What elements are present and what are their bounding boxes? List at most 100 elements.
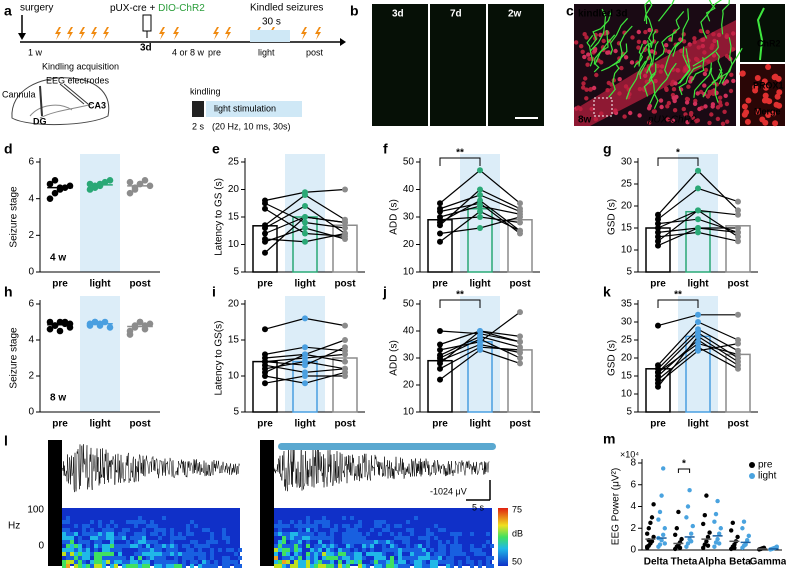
spectrogram-cell xyxy=(374,564,378,568)
dot xyxy=(730,520,735,526)
spectrogram-cell xyxy=(110,560,114,564)
y-tick-label: 20 xyxy=(228,184,240,195)
cell xyxy=(754,75,761,81)
spectrogram-cell xyxy=(134,520,138,524)
spectrogram-cell xyxy=(110,556,114,560)
lightning xyxy=(225,27,231,40)
spectrogram-cell xyxy=(326,524,330,528)
spectrogram-cell xyxy=(102,528,106,532)
spectrogram-cell xyxy=(170,540,174,544)
spectrogram-cell xyxy=(70,556,74,560)
spectrogram-cell xyxy=(102,532,106,536)
cell xyxy=(579,44,584,49)
spectrogram-cell xyxy=(138,536,142,540)
spectrogram-cell xyxy=(430,564,434,568)
spectrogram-cell xyxy=(358,552,362,556)
subject-point xyxy=(695,216,701,223)
spectrogram-cell xyxy=(170,548,174,552)
subject-point xyxy=(342,186,348,193)
dot xyxy=(718,526,723,531)
cell xyxy=(715,105,721,110)
spectrogram-cell xyxy=(134,532,138,536)
spectrogram-cell xyxy=(434,564,438,568)
spectrogram-cell xyxy=(374,520,378,524)
y-tick-label: 15 xyxy=(228,212,240,223)
spectrogram-cell xyxy=(162,532,166,536)
spectrogram-cell xyxy=(370,560,374,564)
dot xyxy=(46,318,54,326)
spectrogram-cell xyxy=(314,544,318,548)
dot xyxy=(715,498,720,504)
subject-point xyxy=(302,203,308,209)
subject-point xyxy=(262,238,268,245)
spectrogram-cell xyxy=(142,536,146,540)
spectrogram-cell xyxy=(210,548,214,552)
y-tick-label: 20 xyxy=(228,299,240,310)
subject-point xyxy=(342,225,348,231)
spectrogram-cell xyxy=(314,564,318,568)
cell xyxy=(770,110,776,117)
subject-point xyxy=(262,326,268,333)
spectrogram-cell xyxy=(174,548,178,552)
dot xyxy=(101,178,109,186)
spectrogram-cell xyxy=(322,556,326,560)
x-tick-label: post xyxy=(129,279,151,290)
subject-point xyxy=(342,337,348,343)
spectrogram-cell xyxy=(342,556,346,560)
subject-point xyxy=(517,219,523,226)
spectrogram-cell xyxy=(318,520,322,524)
dot xyxy=(701,545,706,551)
spectrogram-cell xyxy=(222,532,226,536)
spectrogram-cell xyxy=(190,564,194,568)
x-tick-label: light xyxy=(294,419,316,430)
spectrogram-cell xyxy=(330,556,334,560)
spectrogram-cell xyxy=(350,560,354,564)
y-tick-label: 2 xyxy=(630,523,636,534)
spectrogram-cell xyxy=(142,564,146,568)
subject-point xyxy=(655,211,661,218)
spectrogram-cell xyxy=(354,528,358,532)
spectrogram-cell xyxy=(338,560,342,564)
spectrogram-cell xyxy=(434,524,438,528)
lightning xyxy=(103,27,109,40)
spectrogram-cell xyxy=(86,532,90,536)
spectrogram-cell xyxy=(150,532,154,536)
spectrogram-cell xyxy=(146,548,150,552)
cell xyxy=(685,120,690,125)
spectrogram-cell xyxy=(342,548,346,552)
dot xyxy=(56,327,64,335)
spectrogram-cell xyxy=(486,556,490,560)
spectrogram-cell xyxy=(226,540,230,544)
spectrogram-cell xyxy=(74,552,78,556)
y-tick-label: 20 xyxy=(403,239,415,250)
legend-marker xyxy=(749,473,755,479)
spectrogram-cell xyxy=(90,564,94,568)
spectrogram-cell xyxy=(442,528,446,532)
subject-point xyxy=(437,341,443,348)
subject-point xyxy=(655,220,661,227)
spectrogram-cell xyxy=(402,564,406,568)
spectrogram-cell xyxy=(286,552,290,556)
spectrogram-cell xyxy=(186,544,190,548)
dot xyxy=(131,186,139,193)
spectrogram-cell xyxy=(374,540,378,544)
spectrogram-cell xyxy=(90,536,94,540)
spectrogram-cell xyxy=(278,564,282,568)
spectrogram-cell xyxy=(394,544,398,548)
spectrogram-cell xyxy=(302,560,306,564)
cell xyxy=(710,89,715,94)
spectrogram-cell xyxy=(422,556,426,560)
scale-label: -1024 μV xyxy=(430,486,467,496)
subject-point xyxy=(437,200,443,207)
spectrogram-cell xyxy=(82,528,86,532)
spectrogram-cell xyxy=(74,560,78,564)
spectrogram-cell xyxy=(394,560,398,564)
spectrogram-cell xyxy=(146,564,150,568)
spectrogram-cell xyxy=(322,544,326,548)
lightning xyxy=(213,27,219,40)
spectrogram-cell xyxy=(294,548,298,552)
spectrogram-cell xyxy=(214,540,218,544)
spectrogram-cell xyxy=(282,532,286,536)
spectrogram-cell xyxy=(286,536,290,540)
neuron xyxy=(589,8,607,52)
